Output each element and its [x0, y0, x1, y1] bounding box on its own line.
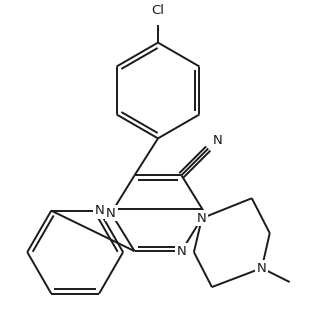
Text: N: N: [106, 207, 116, 220]
Text: N: N: [197, 212, 207, 225]
Text: N: N: [257, 262, 267, 275]
Text: N: N: [212, 134, 222, 147]
Text: N: N: [94, 204, 104, 217]
Text: Cl: Cl: [151, 4, 164, 17]
Text: N: N: [177, 245, 186, 257]
